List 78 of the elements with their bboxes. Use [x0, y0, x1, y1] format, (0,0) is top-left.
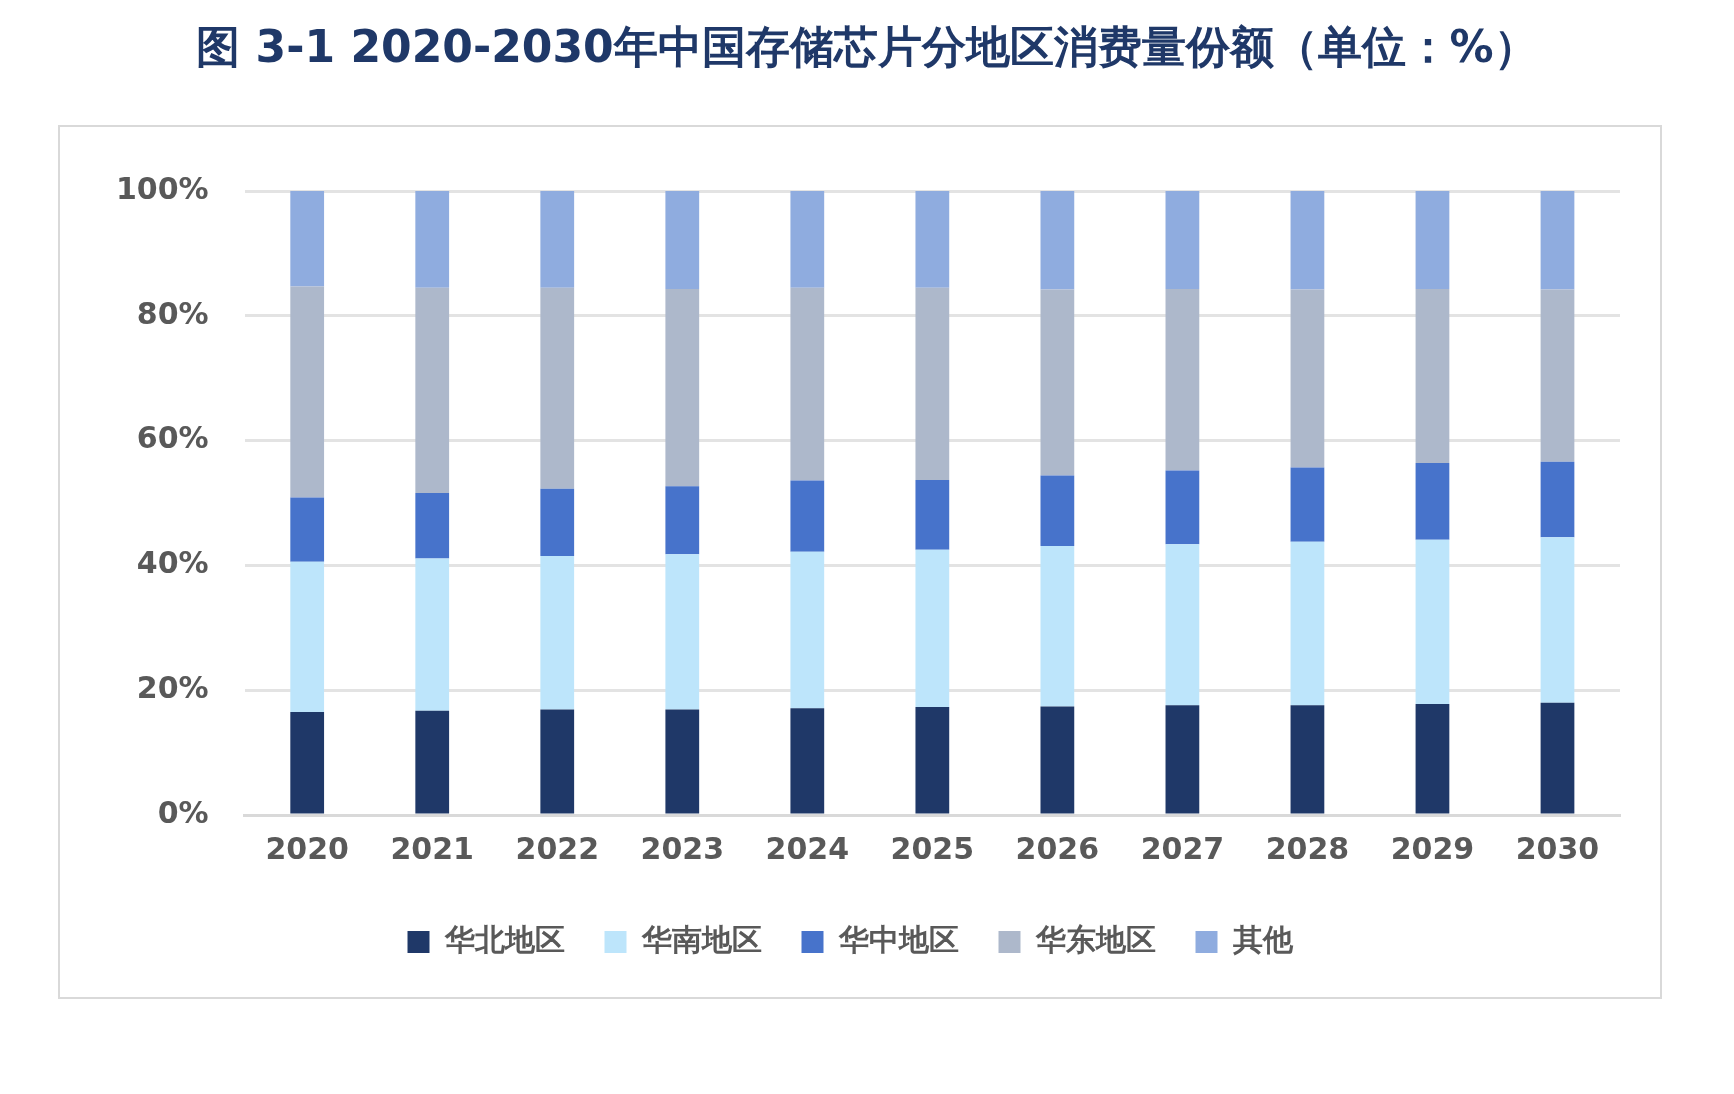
bar	[790, 708, 825, 814]
x-tick-label: 2024	[765, 830, 850, 866]
bar	[915, 191, 950, 288]
y-tick-label: 60%	[136, 420, 209, 456]
bar	[1165, 191, 1200, 289]
legend-label: 华东地区	[1034, 921, 1156, 957]
y-tick-label: 0%	[157, 794, 209, 830]
bar	[1540, 289, 1575, 462]
bar	[290, 561, 325, 713]
y-tick-label: 20%	[136, 670, 209, 705]
bar	[790, 287, 825, 481]
bar	[415, 493, 450, 559]
bar	[1290, 705, 1325, 814]
x-tick-label: 2027	[1140, 830, 1225, 866]
x-tick-label: 2028	[1265, 830, 1350, 866]
bar	[1165, 705, 1200, 814]
bar	[1040, 475, 1075, 547]
bar	[1165, 544, 1200, 706]
bar	[1415, 288, 1450, 464]
x-tick-label: 2030	[1515, 830, 1600, 866]
bar	[1165, 288, 1200, 471]
bar	[1290, 191, 1325, 290]
bar	[540, 191, 575, 288]
bar	[665, 191, 700, 289]
bar	[665, 288, 700, 487]
bar	[415, 710, 450, 814]
y-tick-label: 80%	[136, 295, 209, 331]
legend-label: 其他	[1231, 921, 1294, 957]
bar	[1540, 702, 1575, 814]
bar	[790, 480, 825, 552]
x-tick-label: 2020	[265, 830, 349, 866]
bar	[1540, 191, 1575, 290]
bar	[665, 486, 700, 555]
bar	[540, 488, 575, 557]
bar	[415, 191, 450, 288]
bar	[290, 286, 325, 498]
bar	[540, 287, 575, 489]
bar	[290, 712, 325, 814]
bar	[1415, 191, 1450, 289]
x-tick-label: 2029	[1390, 830, 1475, 866]
bar	[1290, 541, 1325, 706]
bar	[1540, 537, 1575, 703]
bar	[665, 554, 700, 710]
bar	[1040, 546, 1075, 707]
bar	[290, 497, 325, 562]
bar	[290, 191, 325, 287]
bar	[1040, 706, 1075, 814]
bar	[1415, 463, 1450, 540]
x-tick-label: 2021	[390, 830, 474, 866]
x-tick-label: 2022	[515, 830, 599, 866]
bar	[1040, 289, 1075, 476]
bar	[540, 556, 575, 710]
chart-title: 图 3-1 2020-2030年中国存储芯片分地区消费量份额（单位：%）	[195, 20, 1539, 74]
bar	[1540, 461, 1575, 538]
x-tick-label: 2023	[640, 830, 725, 866]
bar	[1165, 470, 1200, 545]
x-tick-label: 2026	[1015, 830, 1100, 866]
bar	[665, 709, 700, 814]
bar	[1415, 539, 1450, 704]
bar	[1040, 191, 1075, 290]
bar	[915, 287, 950, 480]
bar	[540, 709, 575, 814]
bar	[415, 287, 450, 494]
legend-label: 华南地区	[640, 921, 762, 957]
legend-label: 华中地区	[837, 921, 959, 957]
bar	[1415, 703, 1450, 814]
y-tick-label: 40%	[136, 545, 209, 581]
bar	[915, 707, 950, 814]
x-tick-label: 2025	[890, 830, 975, 866]
legend-label: 华北地区	[443, 921, 565, 957]
bar	[915, 479, 950, 550]
bar	[915, 549, 950, 708]
bar	[790, 551, 825, 709]
y-tick-label: 100%	[115, 170, 209, 206]
bar	[1290, 467, 1325, 542]
bar	[1290, 289, 1325, 468]
bar	[790, 191, 825, 288]
bar	[415, 558, 450, 711]
